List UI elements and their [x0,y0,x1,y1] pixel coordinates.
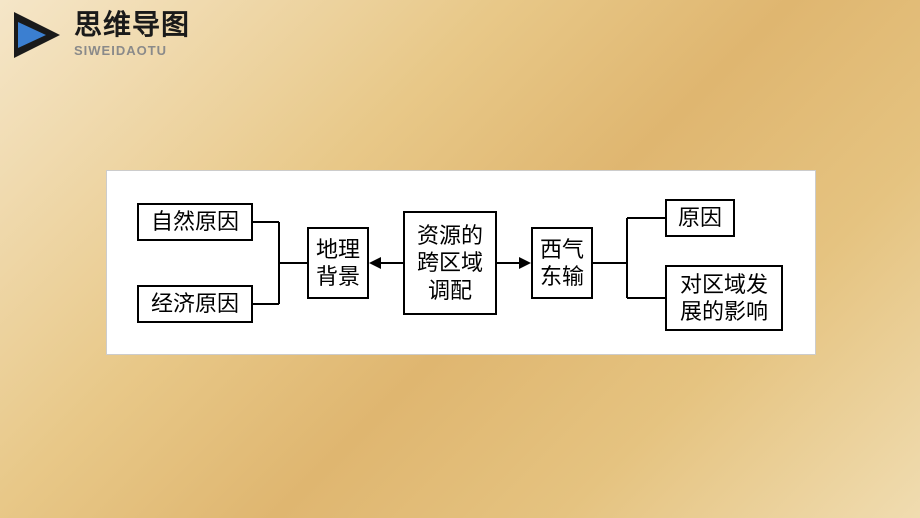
arrow-right-icon [519,257,531,269]
connector-v [626,218,628,298]
connector-h [593,262,627,264]
mind-map-diagram: 自然原因经济原因 地理背景资源的跨区域调配西气东输 原因对区域发展的影响 [107,171,815,354]
arrow-left-icon [369,257,381,269]
node-center: 资源的跨区域调配 [403,211,497,315]
header: 思维导图 SIWEIDAOTU [12,10,190,60]
node-geo_bg: 地理背景 [307,227,369,299]
play-icon [12,10,62,60]
connector-h [253,303,279,305]
connector-h [253,221,279,223]
connector-h [279,262,307,264]
connector-h [381,262,403,264]
title-block: 思维导图 SIWEIDAOTU [74,10,190,58]
diagram-container: 自然原因经济原因 地理背景资源的跨区域调配西气东输 原因对区域发展的影响 [106,170,816,355]
node-reason: 原因 [665,199,735,237]
connector-h [497,262,519,264]
title-pinyin: SIWEIDAOTU [74,43,190,58]
node-economic_cause: 经济原因 [137,285,253,323]
node-natural_cause: 自然原因 [137,203,253,241]
title-chinese: 思维导图 [74,10,190,41]
node-west_east: 西气东输 [531,227,593,299]
connector-h [627,217,665,219]
connector-h [627,297,665,299]
node-impact: 对区域发展的影响 [665,265,783,331]
